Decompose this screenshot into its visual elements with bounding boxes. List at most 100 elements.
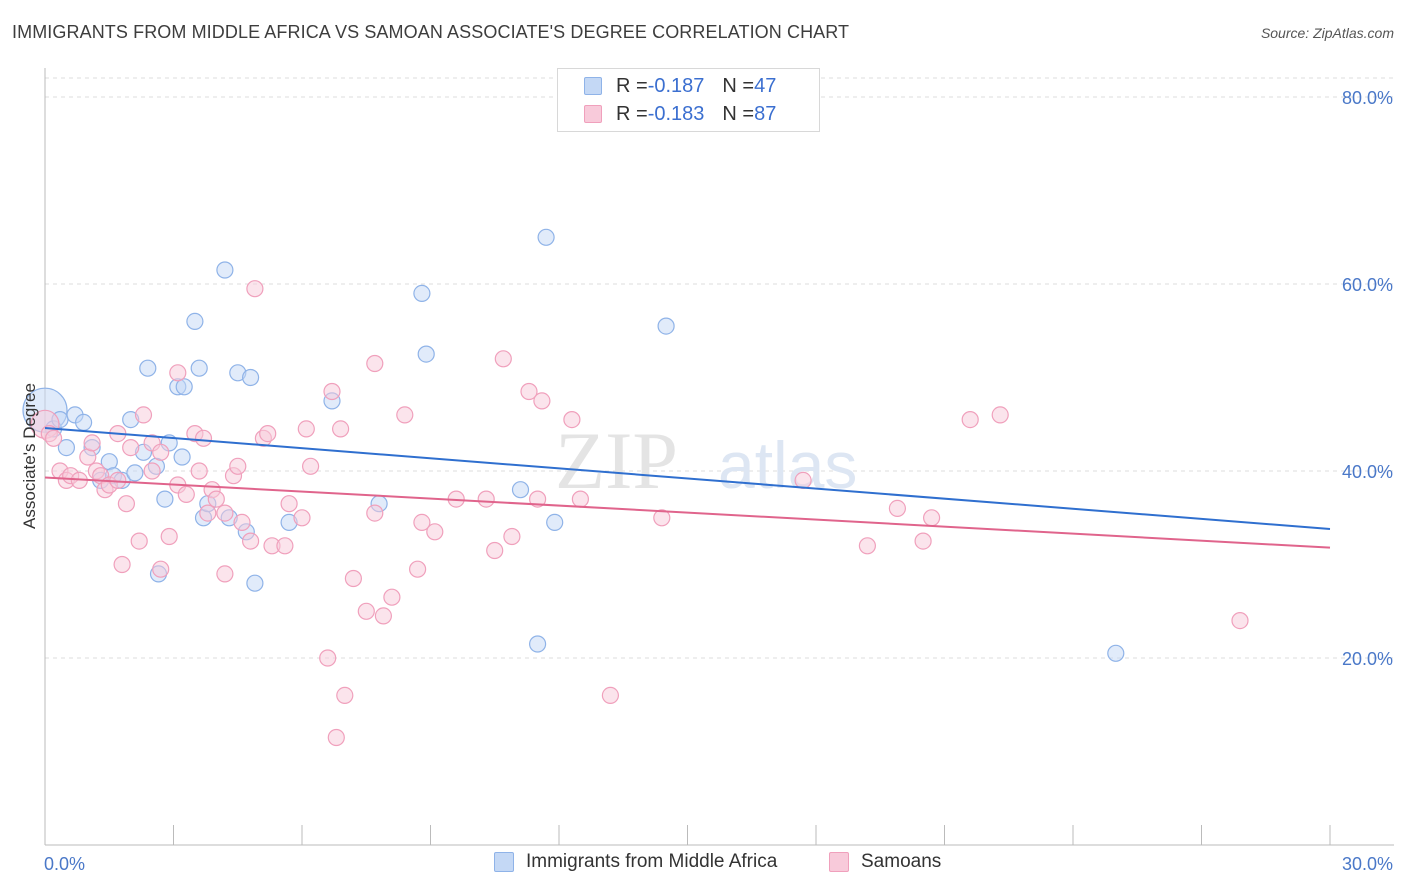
point-series-1-78 (888, 499, 907, 517)
point-series-1-65 (477, 490, 495, 508)
point-series-1-73 (571, 490, 590, 508)
series-swatch-blue (494, 852, 514, 872)
watermark-zip: ZIP (555, 415, 678, 506)
series-swatch-pink (829, 852, 849, 872)
point-series-1-22 (152, 443, 170, 461)
y-tick-label-0: 20.0% (1342, 649, 1393, 669)
trend-lines (44, 426, 1331, 549)
legend-n-label: N = (722, 74, 755, 97)
source-label: Source: ZipAtlas.com (1260, 25, 1394, 41)
point-series-1-72 (563, 411, 581, 429)
point-series-1-54 (344, 569, 362, 588)
data-points (22, 228, 1249, 747)
point-series-1-29 (190, 462, 208, 480)
point-series-1-50 (323, 382, 341, 401)
point-series-0-35 (413, 284, 431, 302)
point-series-1-61 (409, 560, 427, 578)
point-series-1-52 (332, 420, 350, 438)
point-series-0-31 (246, 574, 264, 592)
point-series-1-25 (169, 364, 187, 382)
point-series-1-16 (117, 495, 136, 513)
point-series-0-14 (139, 359, 157, 377)
point-series-1-59 (383, 588, 401, 606)
point-series-0-20 (173, 448, 191, 466)
point-series-0-30 (242, 368, 260, 387)
point-series-0-38 (528, 635, 547, 653)
point-series-1-19 (134, 406, 153, 424)
point-series-1-47 (297, 420, 315, 438)
point-series-1-31 (199, 504, 217, 522)
point-series-1-39 (242, 532, 260, 550)
point-series-0-17 (156, 490, 174, 508)
point-series-1-77 (858, 537, 877, 555)
point-series-1-40 (246, 280, 264, 298)
watermark: ZIP atlas (555, 415, 857, 506)
point-series-1-53 (336, 686, 354, 705)
point-series-1-30 (194, 429, 213, 447)
point-series-1-45 (280, 495, 298, 513)
legend-swatch-pink (584, 105, 602, 123)
point-series-1-44 (276, 537, 294, 555)
point-series-1-60 (396, 406, 414, 424)
chart-title: IMMIGRANTS FROM MIDDLE AFRICA VS SAMOAN … (12, 22, 850, 42)
legend-r-label: R = (616, 74, 648, 97)
point-series-1-80 (922, 509, 941, 527)
point-series-0-26 (216, 261, 234, 279)
point-series-0-5 (74, 413, 93, 431)
x-tick-label-0: 0.0% (44, 854, 85, 874)
point-series-0-23 (190, 359, 208, 377)
point-series-1-82 (991, 406, 1009, 424)
tick-labels: 20.0% 40.0% 60.0% 80.0% 0.0% 30.0% (44, 88, 1393, 874)
point-series-1-2 (44, 429, 63, 447)
point-series-1-70 (528, 490, 547, 508)
legend-swatch-blue (584, 77, 602, 95)
point-series-1-27 (177, 485, 195, 503)
point-series-0-42 (1107, 644, 1125, 662)
point-series-1-51 (327, 728, 345, 747)
legend-r-label: R = (616, 102, 648, 125)
point-series-0-21 (175, 378, 193, 396)
point-series-1-81 (961, 411, 979, 429)
legend-n-value: 87 (754, 102, 777, 125)
point-series-1-62 (413, 513, 431, 532)
point-series-1-69 (520, 382, 538, 401)
point-series-1-58 (374, 607, 392, 625)
point-series-1-83 (1231, 611, 1249, 630)
point-series-0-40 (537, 228, 555, 246)
point-series-1-17 (122, 439, 140, 457)
point-series-1-38 (233, 513, 251, 532)
point-series-1-42 (259, 425, 277, 443)
point-series-1-33 (207, 490, 225, 508)
point-series-1-37 (229, 457, 247, 475)
point-series-1-8 (83, 434, 101, 452)
point-series-0-12 (126, 464, 144, 482)
point-series-0-39 (546, 513, 564, 532)
legend-n-value: 47 (754, 74, 777, 97)
point-series-1-56 (366, 354, 384, 373)
series-legend-middle-africa: Immigrants from Middle Africa (494, 851, 777, 873)
x-tick-label-1: 30.0% (1342, 854, 1393, 874)
point-series-1-75 (653, 509, 671, 527)
legend-n-label: N = (722, 102, 755, 125)
y-tick-label-1: 40.0% (1342, 462, 1393, 482)
point-series-1-24 (160, 527, 178, 546)
point-series-0-3 (57, 439, 76, 457)
series-legend-samoans: Samoans (829, 851, 941, 873)
point-series-0-22 (186, 312, 204, 330)
point-series-1-35 (216, 565, 234, 583)
point-series-1-68 (503, 527, 521, 546)
legend-r-value: -0.183 (647, 102, 705, 125)
y-tick-label-2: 60.0% (1342, 275, 1393, 295)
legend-r-value: -0.187 (647, 74, 705, 97)
point-series-1-34 (216, 504, 234, 522)
legend-row-middle-africa: R = -0.187 N = 47 (584, 73, 776, 99)
point-series-0-37 (511, 481, 530, 499)
point-series-0-41 (657, 317, 675, 335)
trend-line-1 (44, 476, 1331, 549)
point-series-0-36 (417, 345, 435, 363)
point-series-1-18 (130, 532, 148, 550)
axes (44, 68, 1394, 846)
point-series-1-55 (357, 602, 375, 620)
point-series-1-71 (533, 392, 551, 410)
point-series-1-76 (794, 471, 812, 489)
